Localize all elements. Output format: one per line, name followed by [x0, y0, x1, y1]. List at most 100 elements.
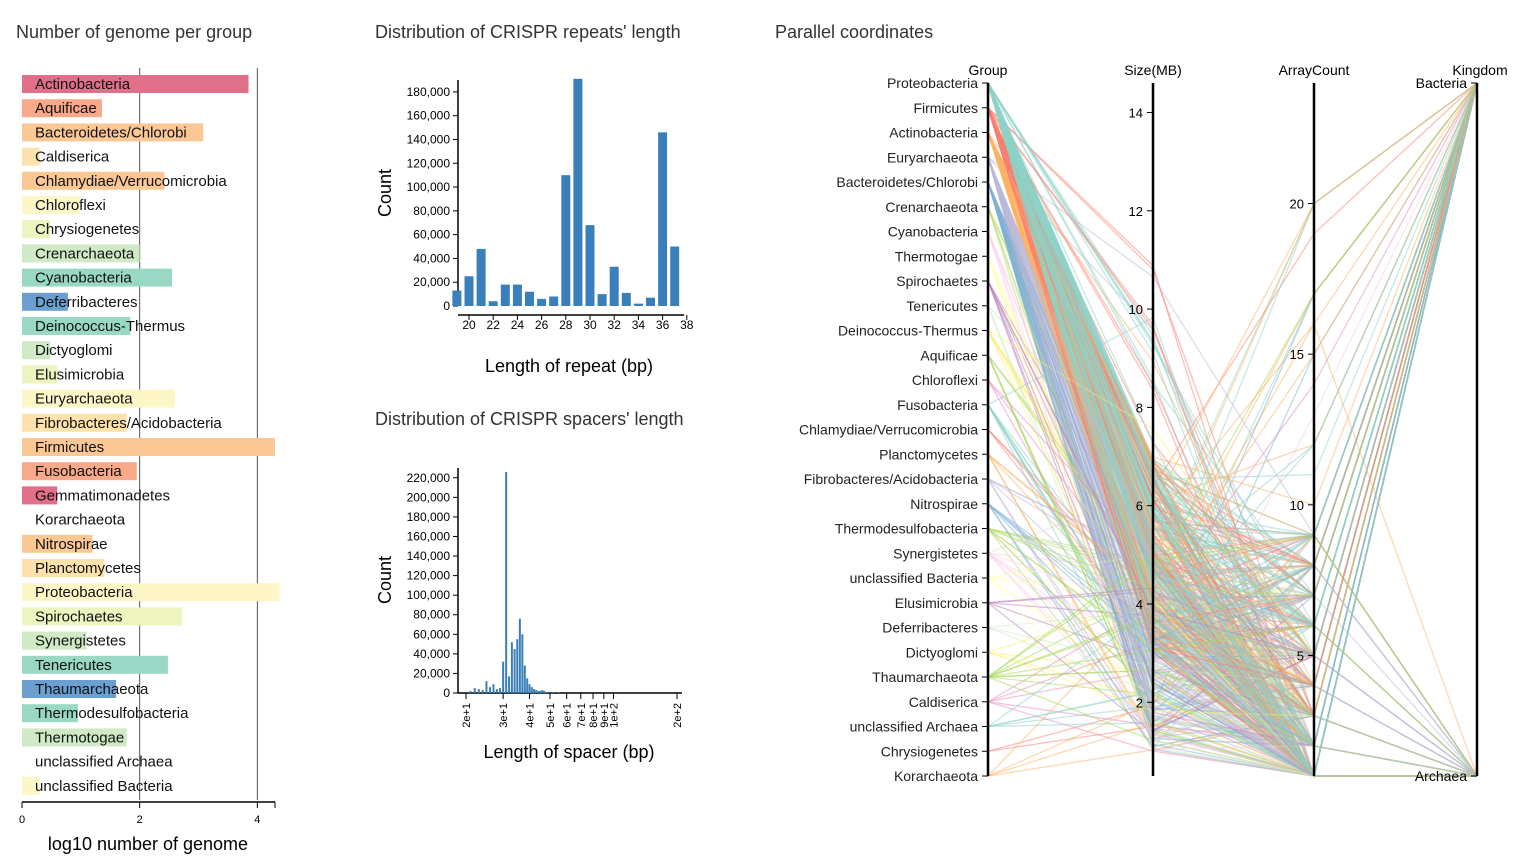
group-tick-label: Cyanobacteria — [888, 224, 978, 240]
histogram-bar — [585, 225, 595, 306]
category-label: Crenarchaeota — [35, 245, 135, 262]
y-tick-label: 160,000 — [407, 529, 451, 543]
category-label: Thaumarchaeota — [35, 681, 149, 698]
category-label: Deferribacteres — [35, 294, 138, 311]
category-label: Synergistetes — [35, 633, 126, 650]
histogram-bar — [510, 642, 513, 693]
axis-title: Kingdom — [1452, 62, 1507, 78]
histogram-bar — [481, 690, 484, 693]
group-tick-label: Spirochaetes — [896, 273, 978, 289]
x-tick-label: 4e+1 — [525, 703, 537, 728]
y-tick-label: 160,000 — [407, 109, 451, 123]
data-polyline — [987, 82, 1478, 718]
kingdom-tick-label: Bacteria — [1416, 75, 1468, 91]
bar — [22, 147, 40, 166]
category-label: Nitrospirae — [35, 536, 108, 553]
x-tick-label: 38 — [680, 318, 694, 332]
y-tick-label: 60,000 — [413, 228, 450, 242]
size-tick-label: 8 — [1136, 400, 1143, 415]
histogram-bar — [528, 684, 531, 693]
histogram-bar — [532, 689, 535, 693]
histogram-bar — [476, 248, 486, 306]
histogram-bar — [658, 132, 668, 306]
histogram-bar — [537, 298, 547, 306]
group-tick-label: Deinococcus-Thermus — [838, 323, 978, 339]
histogram-bar — [537, 691, 540, 693]
category-label: Caldiserica — [35, 149, 110, 166]
x-tick-label: 0 — [19, 814, 25, 826]
arraycount-tick-label: 20 — [1290, 197, 1304, 212]
x-tick-label: 28 — [559, 318, 573, 332]
data-polyline — [987, 82, 1478, 642]
data-polyline — [987, 82, 1478, 627]
category-label: Fusobacteria — [35, 463, 122, 480]
genome-chart-title: Number of genome per group — [16, 22, 253, 42]
histogram-bar — [485, 681, 488, 693]
histogram-bar — [548, 692, 551, 693]
group-tick-label: Fusobacteria — [897, 397, 978, 413]
x-tick-label: 6e+1 — [562, 703, 574, 728]
x-tick-label: 7e+1 — [576, 703, 588, 728]
category-label: Cyanobacteria — [35, 270, 132, 287]
group-tick-label: Nitrospirae — [910, 496, 978, 512]
bar — [22, 317, 131, 335]
histogram-bar — [535, 690, 538, 693]
category-label: Deinococcus-Thermus — [35, 318, 185, 335]
group-tick-label: Proteobacteria — [887, 75, 978, 91]
y-tick-label: 120,000 — [407, 156, 451, 170]
x-tick-label: 20 — [462, 318, 476, 332]
category-label: Actinobacteria — [35, 76, 131, 93]
bar — [22, 607, 183, 626]
histogram-bar — [621, 292, 631, 306]
group-tick-label: Thermotogae — [895, 248, 978, 264]
histogram-bar — [530, 687, 533, 693]
bar — [22, 389, 175, 408]
size-tick-label: 2 — [1136, 695, 1143, 710]
histogram-bar — [573, 78, 583, 307]
axis-title: ArrayCount — [1279, 62, 1350, 78]
category-label: Aquificae — [35, 100, 97, 117]
y-tick-label: 20,000 — [413, 666, 450, 680]
group-tick-label: Chlamydiae/Verrucomicrobia — [799, 422, 978, 438]
y-tick-label: 140,000 — [407, 549, 451, 563]
x-tick-label: 32 — [608, 318, 622, 332]
category-label: Spirochaetes — [35, 608, 123, 625]
x-tick-label: 30 — [583, 318, 597, 332]
data-polyline — [987, 82, 1478, 687]
y-tick-label: 180,000 — [407, 85, 451, 99]
group-tick-label: Synergistetes — [893, 545, 978, 561]
bar — [22, 123, 204, 142]
parallel-chart-title: Parallel coordinates — [775, 22, 934, 42]
histogram-bar — [512, 284, 522, 306]
histogram-bar — [609, 266, 619, 306]
histogram-bar — [545, 692, 548, 693]
histogram-bar — [500, 284, 510, 306]
data-polyline — [987, 82, 1478, 596]
bar — [22, 559, 105, 577]
group-tick-label: Actinobacteria — [889, 125, 978, 141]
y-tick-label: 40,000 — [413, 251, 450, 265]
genome-bar-chart: Actinobacteria Aquificae Bacteroidetes/Chl… — [19, 68, 280, 854]
group-tick-label: Thaumarchaeota — [872, 669, 978, 685]
group-tick-label: Elusimicrobia — [895, 595, 978, 611]
bar — [22, 486, 58, 505]
bar — [22, 728, 127, 747]
data-polyline — [987, 624, 1478, 777]
spacer-histogram: 0 20,000 40,000 60,000 80,000 100,000 120,000 1… — [375, 468, 684, 762]
polyline-layer — [987, 82, 1478, 779]
histogram-bar — [526, 678, 529, 693]
category-label: Dictyoglomi — [35, 342, 113, 359]
category-label: Proteobacteria — [35, 584, 133, 601]
data-polyline — [987, 82, 1478, 536]
y-tick-label: 100,000 — [407, 180, 451, 194]
group-tick-label: unclassified Archaea — [850, 719, 979, 735]
histogram-bar — [473, 688, 476, 693]
y-tick-label: 140,000 — [407, 132, 451, 146]
size-tick-label: 12 — [1129, 204, 1143, 219]
category-label: Thermotogae — [35, 729, 124, 746]
x-tick-label: 2e+1 — [461, 703, 473, 728]
histogram-bar — [488, 301, 498, 306]
size-tick-label: 4 — [1136, 597, 1143, 612]
x-tick-label: 2e+2 — [672, 703, 684, 728]
y-tick-label: 220,000 — [407, 471, 451, 485]
